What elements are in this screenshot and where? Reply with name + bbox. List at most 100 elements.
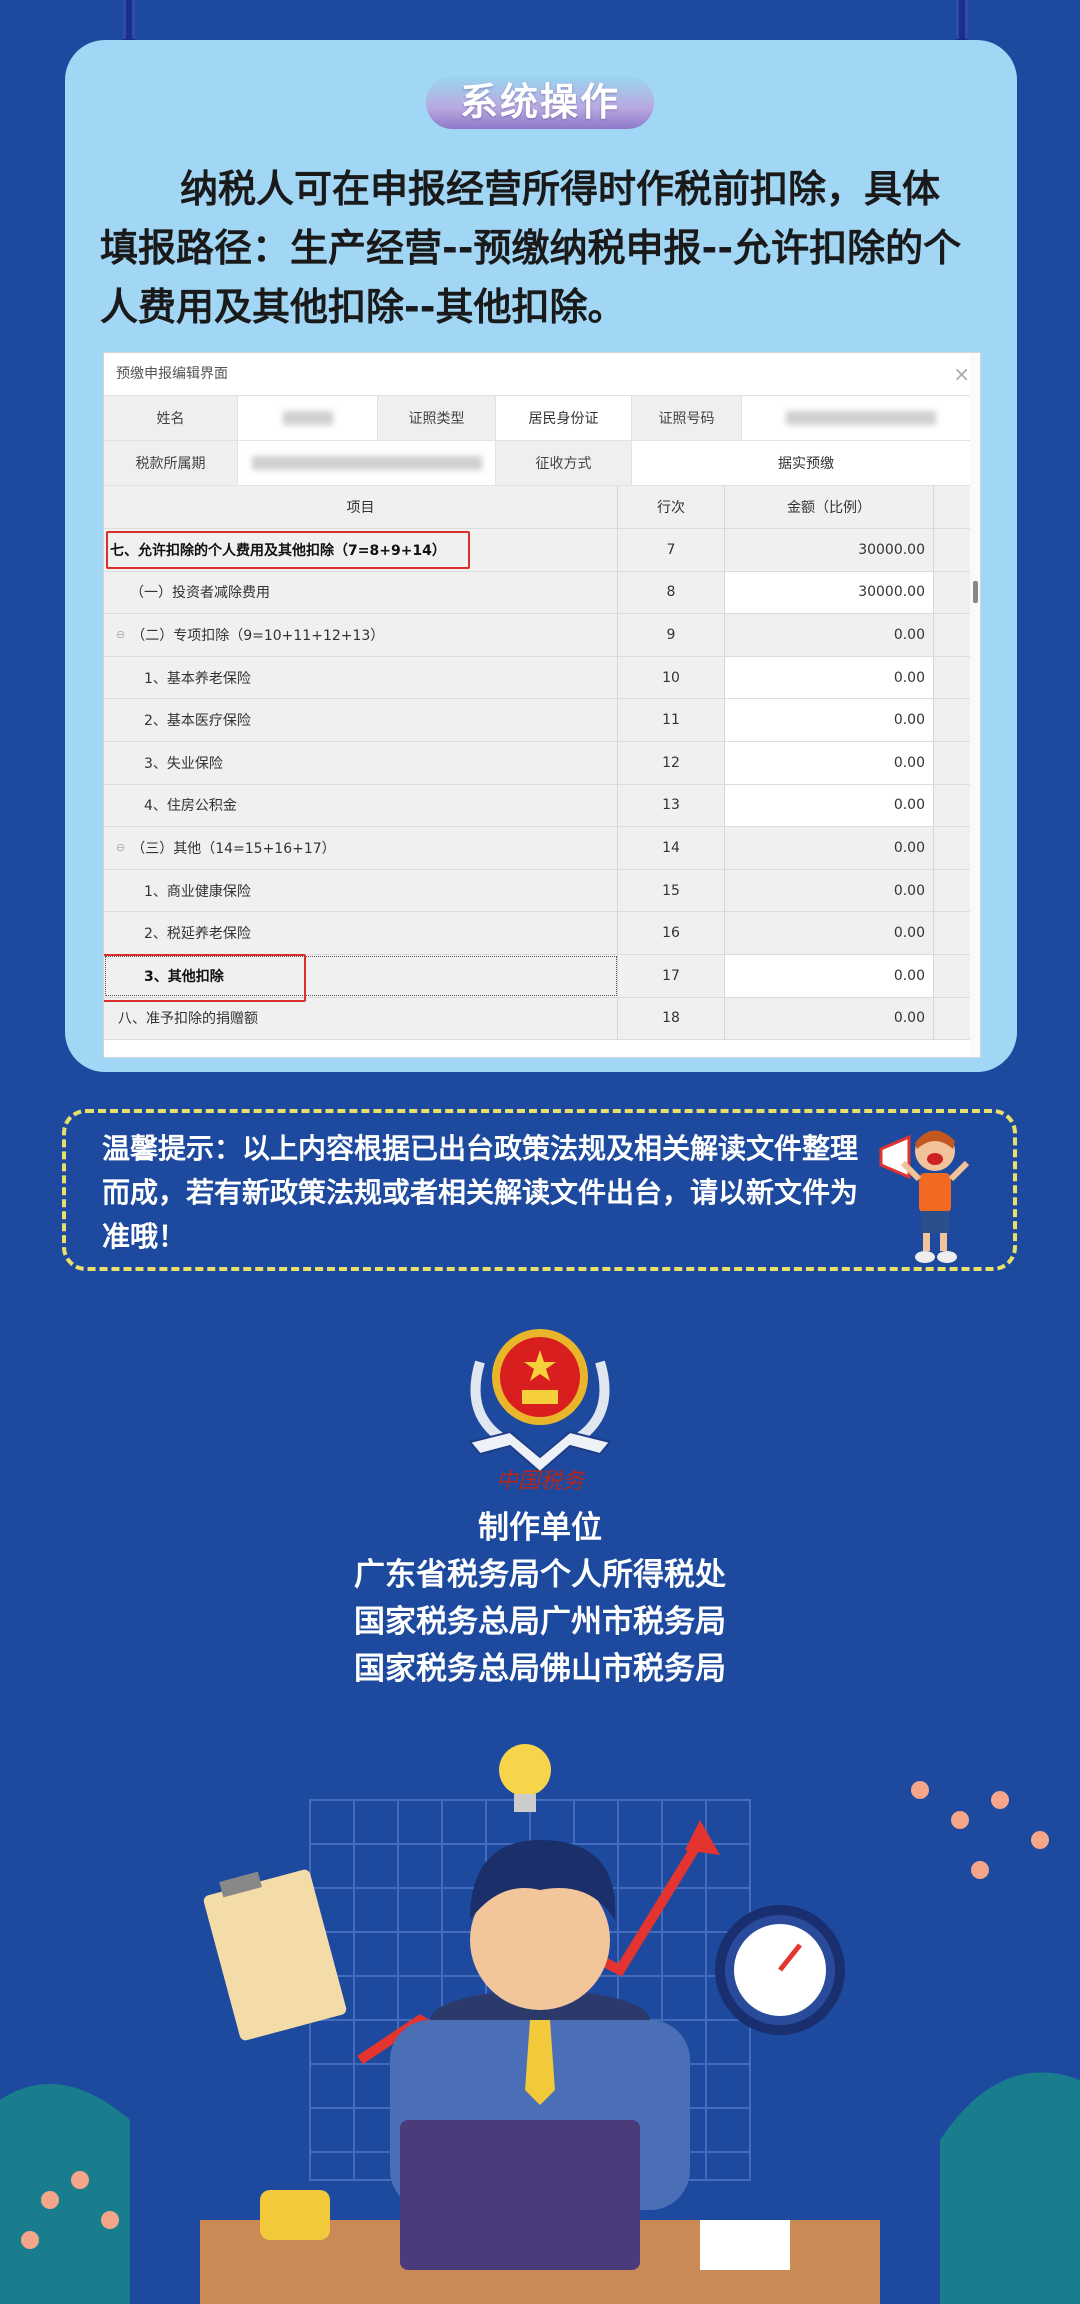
row-item-label: 八、准予扣除的捐赠额	[118, 1011, 258, 1028]
window-titlebar: 预缴申报编辑界面 ×	[104, 353, 980, 396]
column-header-item: 项目	[104, 486, 618, 528]
deduction-table: 项目 行次 金额（比例） 七、允许扣除的个人费用及其他扣除（7=8+9+14） 7…	[104, 486, 980, 1041]
row-amount-input[interactable]: 0.00	[725, 699, 934, 741]
row-line-number: 18	[618, 997, 725, 1040]
section-title: 系统操作	[426, 76, 654, 129]
row-amount-input: 0.00	[725, 912, 934, 954]
table-row[interactable]: 2、税延养老保险 16 0.00	[104, 912, 980, 955]
table-row[interactable]: 八、准予扣除的捐赠额 18 0.00	[104, 997, 980, 1041]
china-tax-logo: 中国税务	[468, 1329, 612, 1492]
row-line-number: 12	[618, 741, 725, 784]
row-line-number: 16	[618, 912, 725, 954]
credits-unit: 广东省税务局个人所得税处	[354, 1557, 726, 1593]
id-number-label: 证照号码	[632, 396, 742, 440]
row-item: 1、商业健康保险	[104, 869, 618, 912]
period-label: 税款所属期	[104, 441, 238, 485]
row-line-number: 17	[618, 954, 725, 997]
table-row[interactable]: （一）投资者减除费用 8 30000.00	[104, 571, 980, 615]
row-item: 4、住房公积金	[104, 784, 618, 827]
row-item-label: 2、税延养老保险	[144, 926, 251, 943]
office-worker-illustration	[0, 1744, 1080, 2304]
row-item-label: 1、基本养老保险	[144, 670, 251, 687]
table-row[interactable]: 3、其他扣除 17 0.00	[104, 953, 980, 1002]
window-title: 预缴申报编辑界面	[116, 366, 228, 382]
row-line-number: 7	[618, 529, 725, 571]
credits-unit: 国家税务总局佛山市税务局	[354, 1651, 726, 1687]
row-amount-input: 30000.00	[725, 529, 934, 571]
row-item: ⊖ （二）专项扣除（9=10+11+12+13）	[104, 614, 618, 656]
table-row[interactable]: ⊖ （二）专项扣除（9=10+11+12+13） 9 0.00	[104, 614, 980, 657]
row-item-label: 3、失业保险	[144, 755, 223, 772]
close-icon[interactable]: ×	[953, 362, 970, 386]
row-item: 1、基本养老保险	[104, 656, 618, 699]
row-line-number: 9	[618, 614, 725, 656]
tip-box: 温馨提示：以上内容根据已出台政策法规及相关解读文件整理而成，若有新政策法规或者相…	[62, 1109, 1017, 1271]
table-row[interactable]: 4、住房公积金 13 0.00	[104, 784, 980, 828]
method-label: 征收方式	[496, 441, 632, 485]
scrollbar-thumb[interactable]	[973, 581, 978, 603]
info-row: 税款所属期 征收方式 据实预缴	[104, 441, 980, 486]
table-header: 项目 行次 金额（比例）	[104, 486, 980, 529]
paragraph-line: 人费用及其他扣除--其他扣除。	[100, 285, 626, 329]
row-amount-input: 0.00	[725, 827, 934, 869]
collapse-icon[interactable]: ⊖	[116, 841, 126, 855]
row-item: 3、其他扣除	[104, 953, 618, 1002]
credits-title: 制作单位	[478, 1510, 602, 1546]
column-header-amount: 金额（比例）	[725, 486, 934, 528]
row-item: 2、税延养老保险	[104, 912, 618, 954]
name-label: 姓名	[104, 396, 238, 440]
row-amount-input[interactable]: 0.00	[725, 656, 934, 699]
row-amount-input[interactable]: 0.00	[725, 741, 934, 784]
instruction-paragraph: 纳税人可在申报经营所得时作税前扣除，具体 填报路径：生产经营--预缴纳税申报--…	[100, 160, 1000, 337]
highlight-box	[106, 531, 470, 569]
collapse-icon[interactable]: ⊖	[116, 628, 126, 642]
declaration-edit-window: 预缴申报编辑界面 × 姓名 证照类型 居民身份证 证照号码 税款所属期 征收方式…	[103, 352, 981, 1058]
table-row[interactable]: 1、基本养老保险 10 0.00	[104, 656, 980, 700]
id-type-value: 居民身份证	[496, 396, 632, 440]
row-item-label: 七、允许扣除的个人费用及其他扣除（7=8+9+14）	[110, 542, 446, 559]
paragraph-line: 纳税人可在申报经营所得时作税前扣除，具体	[180, 167, 941, 211]
table-row[interactable]: ⊖ （三）其他（14=15+16+17） 14 0.00	[104, 827, 980, 870]
row-line-number: 15	[618, 869, 725, 912]
row-line-number: 11	[618, 699, 725, 741]
row-item-label: 2、基本医疗保险	[144, 713, 251, 730]
megaphone-boy-icon	[879, 1130, 970, 1263]
row-item-label: （三）其他（14=15+16+17）	[131, 840, 336, 857]
row-amount-input[interactable]: 0.00	[725, 784, 934, 827]
row-item: ⊖ （三）其他（14=15+16+17）	[104, 827, 618, 869]
id-number-value	[742, 396, 980, 440]
id-type-label: 证照类型	[378, 396, 496, 440]
credits-unit: 国家税务总局广州市税务局	[354, 1604, 726, 1640]
column-header-line: 行次	[618, 486, 725, 528]
table-row[interactable]: 1、商业健康保险 15 0.00	[104, 869, 980, 913]
info-row: 姓名 证照类型 居民身份证 证照号码	[104, 396, 980, 441]
row-item-label: （二）专项扣除（9=10+11+12+13）	[131, 627, 385, 644]
table-row[interactable]: 2、基本医疗保险 11 0.00	[104, 699, 980, 742]
row-item-label: 3、其他扣除	[144, 968, 224, 985]
row-line-number: 14	[618, 827, 725, 869]
row-line-number: 13	[618, 784, 725, 827]
row-item: 2、基本医疗保险	[104, 699, 618, 741]
tip-text: 温馨提示：以上内容根据已出台政策法规及相关解读文件整理而成，若有新政策法规或者相…	[102, 1132, 859, 1253]
row-item-label: （一）投资者减除费用	[130, 585, 270, 602]
row-item: 八、准予扣除的捐赠额	[104, 997, 618, 1040]
table-row[interactable]: 七、允许扣除的个人费用及其他扣除（7=8+9+14） 7 30000.00	[104, 529, 980, 572]
method-value: 据实预缴	[632, 441, 980, 485]
row-amount-input: 0.00	[725, 869, 934, 912]
row-item: 3、失业保险	[104, 741, 618, 784]
credits: 制作单位 广东省税务局个人所得税处 国家税务总局广州市税务局 国家税务总局佛山市…	[0, 1505, 1080, 1693]
row-line-number: 8	[618, 571, 725, 614]
row-amount-input[interactable]: 30000.00	[725, 571, 934, 614]
row-item-label: 1、商业健康保险	[144, 883, 251, 900]
row-amount-input[interactable]: 0.00	[725, 954, 934, 997]
paragraph-line: 填报路径：生产经营--预缴纳税申报--允许扣除的个	[100, 226, 962, 270]
row-item: 七、允许扣除的个人费用及其他扣除（7=8+9+14）	[104, 529, 618, 571]
row-item: （一）投资者减除费用	[104, 571, 618, 614]
scrollbar[interactable]	[970, 353, 980, 1057]
row-amount-input: 0.00	[725, 614, 934, 656]
highlight-box	[104, 953, 306, 1002]
table-row[interactable]: 3、失业保险 12 0.00	[104, 741, 980, 785]
logo-text: 中国税务	[496, 1469, 586, 1492]
row-item-label: 4、住房公积金	[144, 798, 237, 815]
row-amount-input: 0.00	[725, 997, 934, 1040]
